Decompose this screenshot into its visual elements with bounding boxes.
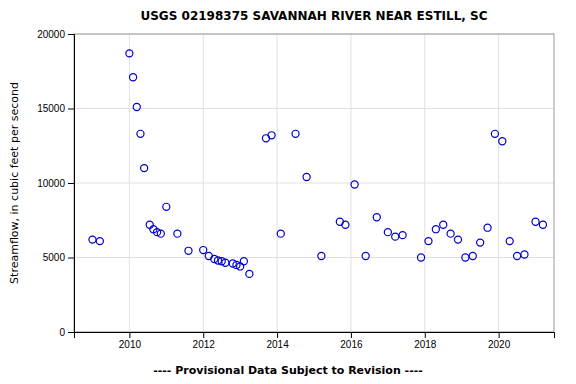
point bbox=[454, 236, 461, 243]
point bbox=[141, 165, 148, 172]
point bbox=[447, 230, 454, 237]
point bbox=[222, 259, 229, 266]
point bbox=[440, 221, 447, 228]
point bbox=[373, 214, 380, 221]
title: USGS 02198375 SAVANNAH RIVER NEAR ESTILL… bbox=[140, 9, 487, 23]
y-tick-label: 10000 bbox=[37, 178, 65, 189]
x-tick-label: 2020 bbox=[488, 339, 511, 350]
point bbox=[303, 173, 310, 180]
point bbox=[174, 230, 181, 237]
x-tick-label: 2014 bbox=[266, 339, 289, 350]
x-tick-label: 2016 bbox=[340, 339, 363, 350]
y-tick: 15000 bbox=[37, 103, 74, 114]
point bbox=[539, 221, 546, 228]
x-tick-mark bbox=[203, 332, 204, 338]
point bbox=[532, 218, 539, 225]
point bbox=[499, 138, 506, 145]
point bbox=[342, 221, 349, 228]
y-grid-line bbox=[74, 257, 554, 258]
point bbox=[163, 203, 170, 210]
point bbox=[477, 239, 484, 246]
y-tick-mark bbox=[68, 109, 74, 110]
x-tick-label: 2018 bbox=[414, 339, 437, 350]
y-axis-line bbox=[68, 35, 75, 333]
point bbox=[292, 130, 299, 137]
point bbox=[246, 270, 253, 277]
y-tick-mark bbox=[68, 258, 74, 259]
x-tick: 2020 bbox=[488, 332, 511, 350]
point bbox=[318, 252, 325, 259]
x-tick-mark bbox=[351, 332, 352, 338]
x-tick-mark bbox=[499, 332, 500, 338]
x-tick: 2018 bbox=[414, 332, 437, 350]
x-tick-mark bbox=[129, 332, 130, 338]
point bbox=[277, 230, 284, 237]
x-tick-mark bbox=[277, 332, 278, 338]
point bbox=[362, 252, 369, 259]
point bbox=[418, 254, 425, 261]
y-tick: 20000 bbox=[37, 29, 74, 40]
x-tick: 2010 bbox=[119, 332, 142, 350]
point bbox=[392, 233, 399, 240]
y-tick-label: 15000 bbox=[37, 103, 65, 114]
point bbox=[351, 181, 358, 188]
point bbox=[268, 132, 275, 139]
point bbox=[237, 263, 244, 270]
point bbox=[484, 224, 491, 231]
x-axis: 2010 2012 2014 2016 2018 2020 bbox=[75, 332, 555, 350]
point bbox=[514, 252, 521, 259]
y-tick-mark bbox=[68, 34, 74, 35]
point bbox=[126, 50, 133, 57]
point bbox=[157, 230, 164, 237]
y-tick-mark bbox=[68, 332, 74, 333]
y-axis-label: Streamflow, in cubic feet per second bbox=[8, 82, 21, 284]
point bbox=[384, 229, 391, 236]
point bbox=[491, 130, 498, 137]
y-tick: 10000 bbox=[37, 178, 74, 189]
x-tick: 2012 bbox=[193, 332, 216, 350]
x-tick-mark bbox=[425, 332, 426, 338]
y-grid-line bbox=[74, 183, 554, 184]
point bbox=[506, 238, 513, 245]
grid bbox=[74, 34, 554, 332]
y-tick: 5000 bbox=[43, 252, 74, 263]
plot-frame bbox=[74, 34, 554, 332]
point bbox=[185, 247, 192, 254]
plot: 2010 2012 2014 2016 2018 2020 0 5000 10000 15000 2… bbox=[37, 29, 554, 350]
y-tick-label: 20000 bbox=[37, 29, 65, 40]
x-tick: 2016 bbox=[340, 332, 363, 350]
point bbox=[133, 103, 140, 110]
x-tick: 2014 bbox=[266, 332, 289, 350]
chart: 2010 2012 2014 2016 2018 2020 0 5000 10000 15000 2… bbox=[0, 0, 576, 384]
point bbox=[146, 221, 153, 228]
points bbox=[89, 50, 547, 278]
y-grid-line bbox=[74, 108, 554, 109]
point bbox=[240, 258, 247, 265]
point bbox=[200, 246, 207, 253]
x-axis-line bbox=[75, 333, 555, 339]
y-axis: 0 5000 10000 15000 20000 bbox=[37, 29, 74, 338]
y-tick-label: 5000 bbox=[43, 252, 66, 263]
x-tick-label: 2010 bbox=[119, 339, 142, 350]
point bbox=[425, 238, 432, 245]
point bbox=[96, 238, 103, 245]
point bbox=[399, 232, 406, 239]
point bbox=[521, 251, 528, 258]
footnote: ---- Provisional Data Subject to Revisio… bbox=[153, 364, 423, 377]
point bbox=[130, 74, 137, 81]
point bbox=[462, 254, 469, 261]
y-tick-mark bbox=[68, 183, 74, 184]
point bbox=[89, 236, 96, 243]
point bbox=[432, 226, 439, 233]
y-tick: 0 bbox=[59, 327, 74, 338]
point bbox=[137, 130, 144, 137]
y-tick-label: 0 bbox=[59, 327, 65, 338]
x-tick-label: 2012 bbox=[193, 339, 216, 350]
point bbox=[469, 252, 476, 259]
